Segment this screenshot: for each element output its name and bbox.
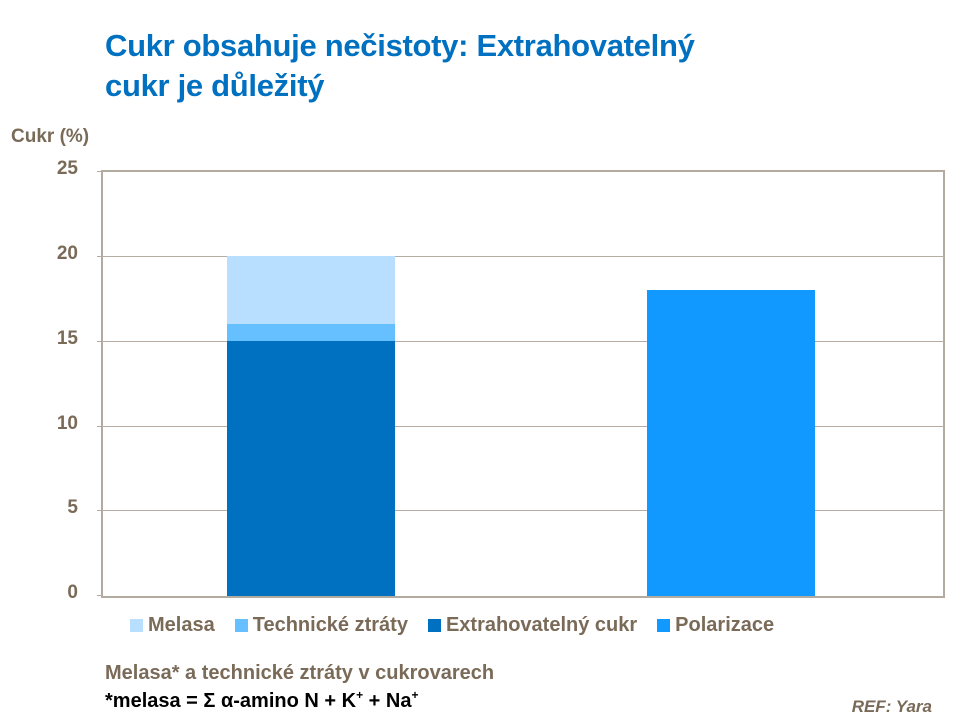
legend-swatch-melasa xyxy=(130,619,143,632)
note-line-2: *melasa = Σ α-amino N + K+ + Na+ xyxy=(105,688,418,713)
tickmark-15 xyxy=(97,341,103,342)
superscript-plus-k: + xyxy=(356,688,364,702)
reference: REF: Yara xyxy=(851,697,932,716)
chart-title: Cukr obsahuje nečistoty: Extrahovatelný … xyxy=(105,26,865,106)
legend-label-melasa: Melasa xyxy=(148,614,215,636)
tickmark-10 xyxy=(97,426,103,427)
y-tick-5: 5 xyxy=(67,497,78,518)
legend: Melasa Technické ztráty Extrahovatelný c… xyxy=(130,614,794,637)
bar-1-technicke-ztraty xyxy=(227,324,395,341)
tickmark-20 xyxy=(97,256,103,257)
y-tick-0: 0 xyxy=(67,582,78,603)
legend-item-melasa: Melasa xyxy=(130,614,215,637)
y-axis-label: Cukr (%) xyxy=(11,126,90,147)
gridline-10 xyxy=(103,426,943,427)
plot-area xyxy=(97,170,945,598)
legend-label-polarizace: Polarizace xyxy=(675,614,775,636)
y-tick-25: 25 xyxy=(56,158,78,179)
tickmark-0 xyxy=(97,595,103,596)
tickmark-25 xyxy=(97,171,103,172)
y-tick-15: 15 xyxy=(56,328,78,349)
title-line-2: cukr je důležitý xyxy=(105,68,325,103)
legend-label-technicke-ztraty: Technické ztráty xyxy=(252,614,408,636)
legend-item-polarizace: Polarizace xyxy=(657,614,774,637)
bar-1-extrahovatelny-cukr xyxy=(227,341,395,596)
bar-2-polarizace xyxy=(647,290,815,596)
tickmark-5 xyxy=(97,510,103,511)
y-tick-20: 20 xyxy=(56,243,78,264)
gridline-15 xyxy=(103,341,943,342)
note-formula-na: + Na xyxy=(363,690,412,712)
legend-label-extrahovatelny-cukr: Extrahovatelný cukr xyxy=(445,614,638,636)
title-line-1: Cukr obsahuje nečistoty: Extrahovatelný xyxy=(105,28,695,63)
legend-swatch-technicke-ztraty xyxy=(234,619,248,632)
gridline-20 xyxy=(103,256,943,257)
legend-swatch-extrahovatelny-cukr xyxy=(427,619,441,632)
legend-swatch-polarizace xyxy=(657,619,671,632)
gridline-5 xyxy=(103,510,943,511)
legend-item-extrahovatelny-cukr: Extrahovatelný cukr xyxy=(427,614,638,637)
legend-item-technicke-ztraty: Technické ztráty xyxy=(234,614,408,637)
superscript-plus-na: + xyxy=(411,688,419,702)
y-tick-10: 10 xyxy=(56,413,78,434)
bar-1-melasa xyxy=(227,256,395,324)
note-line-1: Melasa* a technické ztráty v cukrovarech xyxy=(105,662,495,684)
note-formula-prefix: *melasa = Σ α-amino N + K xyxy=(105,690,357,712)
